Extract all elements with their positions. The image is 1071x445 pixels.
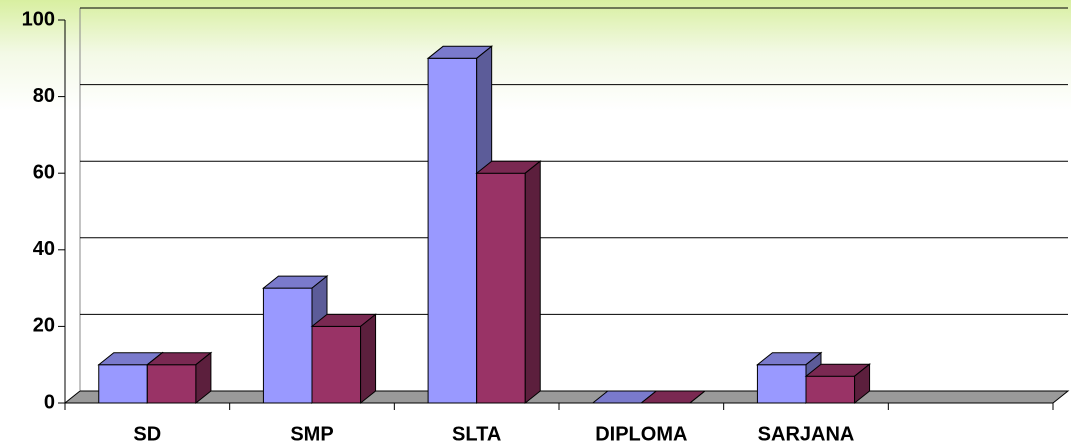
- bar-side: [195, 351, 212, 405]
- bar-side: [524, 160, 541, 405]
- bar-side: [689, 390, 706, 404]
- bar-front: [146, 364, 197, 404]
- bar-front: [311, 325, 362, 404]
- y-tick-label: 0: [44, 391, 55, 413]
- bar-front: [476, 172, 526, 404]
- x-tick-label: SLTA: [452, 423, 501, 445]
- bar-front: [805, 375, 856, 404]
- y-tick-label: 80: [33, 85, 55, 107]
- x-tick-label: SD: [133, 423, 161, 445]
- x-tick-label: SMP: [290, 423, 333, 445]
- y-tick-label: 20: [33, 315, 55, 337]
- bar-front: [262, 287, 313, 404]
- y-tick-label: 40: [33, 238, 55, 260]
- bar-front: [427, 57, 478, 404]
- bar-front: [756, 364, 807, 404]
- y-tick-label: 100: [22, 8, 55, 30]
- bar-side: [360, 313, 377, 405]
- x-tick-label: SARJANA: [758, 423, 855, 445]
- bar-side: [854, 363, 871, 405]
- bar-front: [98, 364, 148, 404]
- x-tick-label: DIPLOMA: [595, 423, 687, 445]
- y-tick-label: 60: [33, 161, 55, 183]
- floor: [63, 390, 1070, 404]
